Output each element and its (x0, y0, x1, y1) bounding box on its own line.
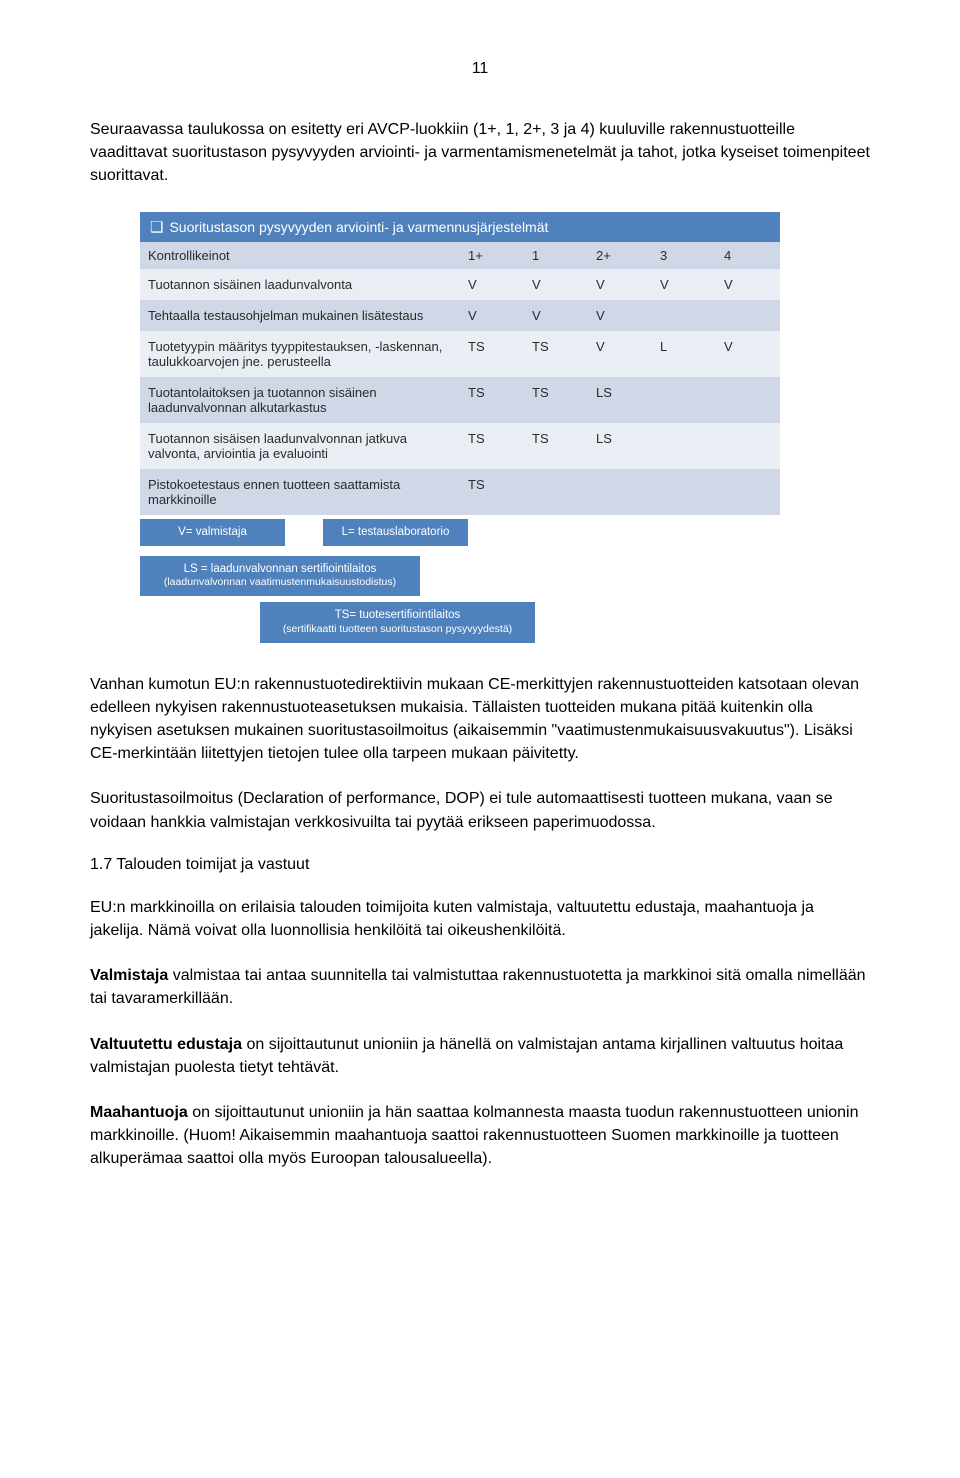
hdr-kontrollikeinot: Kontrollikeinot (140, 242, 460, 269)
cell: TS (460, 469, 524, 515)
cell: V (652, 269, 716, 300)
paragraph-4: EU:n markkinoilla on erilaisia talouden … (90, 896, 870, 942)
cell (652, 377, 716, 423)
cell (524, 469, 588, 515)
cell (716, 377, 780, 423)
row-label: Tuotetyypin määritys tyyppitestauksen, -… (140, 331, 460, 377)
legend-ls: LS = laadunvalvonnan sertifiointilaitos … (140, 556, 420, 597)
row-label: Tuotantolaitoksen ja tuotannon sisäinen … (140, 377, 460, 423)
cell: V (588, 331, 652, 377)
row-label: Tehtaalla testausohjelman mukainen lisät… (140, 300, 460, 331)
term-valtuutettu-edustaja: Valtuutettu edustaja (90, 1036, 242, 1053)
legend-ts-main: TS= tuotesertifiointilaitos (335, 609, 461, 621)
cell: V (716, 269, 780, 300)
legend-v: V= valmistaja (140, 519, 285, 546)
table-row: Tuotantolaitoksen ja tuotannon sisäinen … (140, 377, 780, 423)
legend-row-2: TS= tuotesertifiointilaitos (sertifikaat… (140, 602, 780, 643)
legend-l: L= testauslaboratorio (323, 519, 468, 546)
paragraph-5: Valmistaja valmistaa tai antaa suunnitel… (90, 964, 870, 1010)
cell: TS (460, 377, 524, 423)
table-row: Tehtaalla testausohjelman mukainen lisät… (140, 300, 780, 331)
cell (716, 423, 780, 469)
term-valmistaja: Valmistaja (90, 967, 168, 984)
cell: V (460, 269, 524, 300)
row-label: Pistokoetestaus ennen tuotteen saattamis… (140, 469, 460, 515)
cell: V (716, 331, 780, 377)
cell: LS (588, 423, 652, 469)
cell (716, 300, 780, 331)
legend-ts: TS= tuotesertifiointilaitos (sertifikaat… (260, 602, 535, 643)
cell (588, 469, 652, 515)
paragraph-7: Maahantuoja on sijoittautunut unioniin j… (90, 1101, 870, 1171)
hdr-1: 1 (524, 242, 588, 269)
table-title: Suoritustason pysyvyyden arviointi- ja v… (140, 212, 780, 242)
paragraph-3: Suoritustasoilmoitus (Declaration of per… (90, 787, 870, 833)
table-row: Tuotannon sisäisen laadunvalvonnan jatku… (140, 423, 780, 469)
row-label: Tuotannon sisäinen laadunvalvonta (140, 269, 460, 300)
page-number: 11 (90, 60, 870, 78)
cell: V (588, 269, 652, 300)
legend-ls-sub: (laadunvalvonnan vaatimustenmukaisuustod… (150, 576, 410, 590)
legend-row-1: V= valmistaja L= testauslaboratorio LS =… (140, 519, 780, 597)
cell: TS (524, 377, 588, 423)
avcp-table: Kontrollikeinot 1+ 1 2+ 3 4 Tuotannon si… (140, 242, 780, 515)
intro-paragraph: Seuraavassa taulukossa on esitetty eri A… (90, 118, 870, 188)
paragraph-2: Vanhan kumotun EU:n rakennustuotedirekti… (90, 673, 870, 766)
hdr-3: 3 (652, 242, 716, 269)
cell: V (524, 300, 588, 331)
hdr-4: 4 (716, 242, 780, 269)
paragraph-5-rest: valmistaa tai antaa suunnitella tai valm… (90, 967, 866, 1007)
cell: TS (460, 331, 524, 377)
cell: V (588, 300, 652, 331)
term-maahantuoja: Maahantuoja (90, 1104, 188, 1121)
cell: V (460, 300, 524, 331)
heading-1-7: 1.7 Talouden toimijat ja vastuut (90, 856, 870, 874)
hdr-1plus: 1+ (460, 242, 524, 269)
paragraph-6: Valtuutettu edustaja on sijoittautunut u… (90, 1033, 870, 1079)
paragraph-7-rest: on sijoittautunut unioniin ja hän saatta… (90, 1104, 859, 1167)
cell: TS (524, 331, 588, 377)
cell: LS (588, 377, 652, 423)
table-row: Tuotetyypin määritys tyyppitestauksen, -… (140, 331, 780, 377)
cell (652, 423, 716, 469)
table-row: Pistokoetestaus ennen tuotteen saattamis… (140, 469, 780, 515)
row-label: Tuotannon sisäisen laadunvalvonnan jatku… (140, 423, 460, 469)
legend-ls-main: LS = laadunvalvonnan sertifiointilaitos (184, 563, 377, 575)
hdr-2plus: 2+ (588, 242, 652, 269)
cell (652, 469, 716, 515)
table-row: Tuotannon sisäinen laadunvalvonta V V V … (140, 269, 780, 300)
cell (652, 300, 716, 331)
cell (716, 469, 780, 515)
cell: L (652, 331, 716, 377)
legend-ts-sub: (sertifikaatti tuotteen suoritustason py… (270, 623, 525, 637)
table-header-row: Kontrollikeinot 1+ 1 2+ 3 4 (140, 242, 780, 269)
cell: V (524, 269, 588, 300)
avcp-table-container: Suoritustason pysyvyyden arviointi- ja v… (140, 212, 780, 643)
cell: TS (524, 423, 588, 469)
cell: TS (460, 423, 524, 469)
